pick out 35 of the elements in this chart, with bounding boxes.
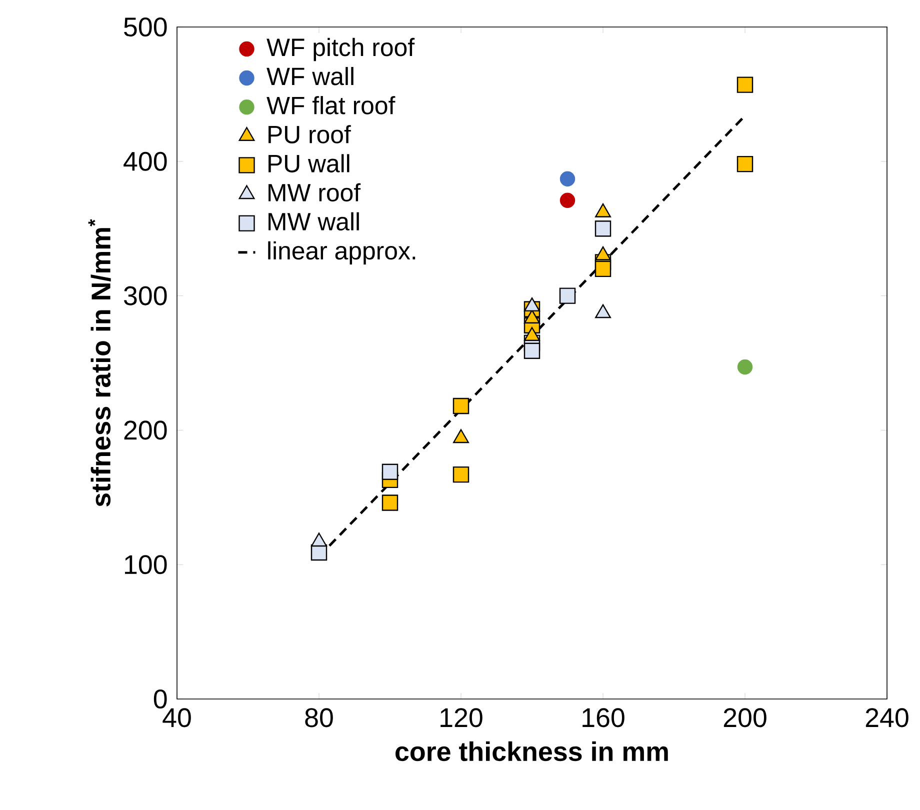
point [736,76,754,93]
legend-label: WF pitch roof [266,38,415,62]
point [560,192,576,208]
legend-label: PU wall [268,154,350,172]
x-tick-label: 40 [162,708,191,728]
x-tick-label: 120 [440,708,482,728]
legend-label: WF wall [266,66,354,86]
y-tick-label: 0 [154,689,167,709]
point [382,464,398,480]
legend-label: linear approx. [268,241,416,265]
x-axis-title: core thickness in mm [396,741,668,762]
point [594,260,612,278]
y-tick-label: 400 [124,152,167,171]
point [452,466,470,483]
point [560,171,576,186]
y-tick-label: 200 [124,420,167,440]
x-tick-label: 80 [305,708,333,728]
point [452,398,470,414]
x-tick-label: 200 [724,708,766,728]
point [736,156,754,172]
y-tick-label: 100 [125,555,167,574]
y-axis-title: stifness ratio in N/mm$^{*}$ [88,219,111,506]
legend-label: MW roof [268,183,361,202]
legend-label: PU roof [268,125,351,144]
x-tick-label: 240 [866,708,908,728]
point [382,494,398,511]
point [737,359,753,375]
x-tick-label: 160 [582,708,624,728]
point [524,342,540,359]
y-tick-label: 500 [124,17,167,37]
legend-label: WF flat roof [266,96,396,114]
point [559,288,576,304]
legend-label: MW wall [268,212,359,231]
point [594,220,612,237]
y-tick-label: 300 [124,286,167,306]
